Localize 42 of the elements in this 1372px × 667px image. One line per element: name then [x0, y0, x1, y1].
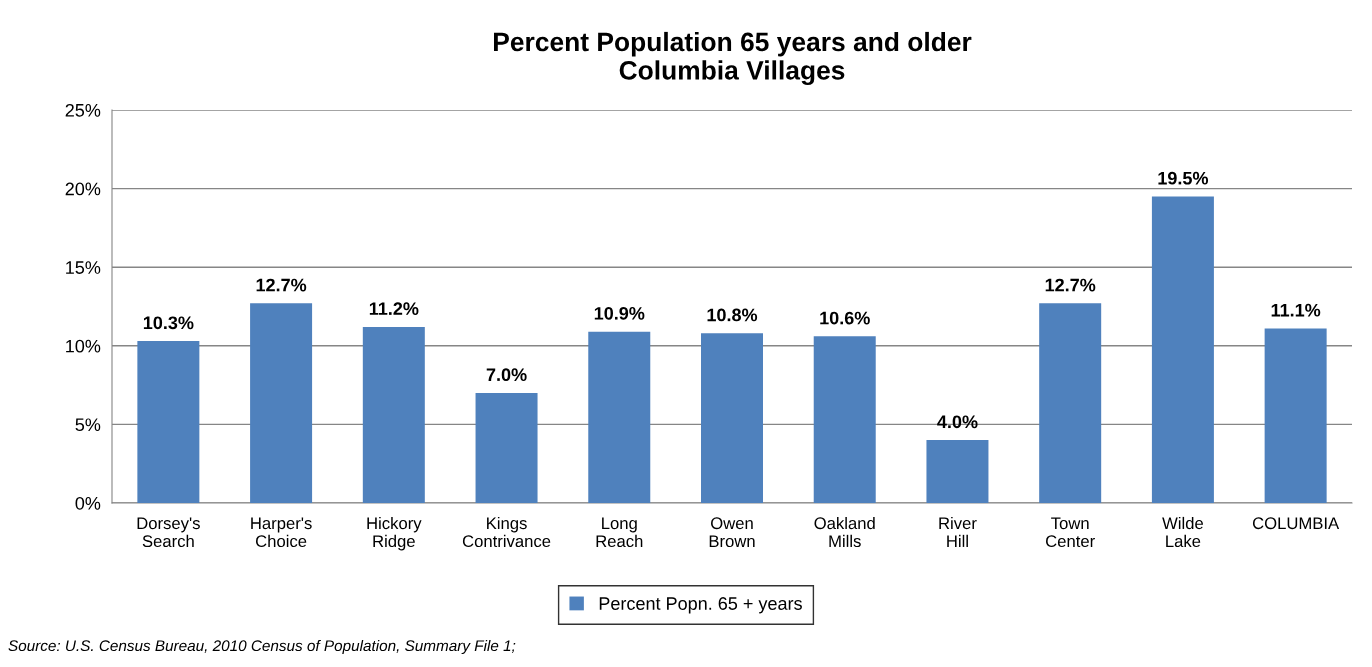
bar: [588, 331, 651, 503]
data-label: 11.2%: [369, 302, 419, 315]
bar: [701, 333, 763, 503]
data-label: 4.0%: [937, 415, 978, 429]
bar: [137, 341, 200, 503]
x-tick-label: Harper's Choice: [251, 517, 312, 548]
y-tick-label: 10%: [66, 339, 101, 353]
source-note: Source: U.S. Census Bureau, 2010 Census of Population, Summary File 1;: [8, 639, 516, 655]
bar: [926, 440, 989, 503]
x-tick-label: Dorsey's Search: [137, 517, 200, 548]
bar: [475, 392, 538, 503]
y-tick-label: 15%: [66, 261, 101, 274]
x-tick-label: Wilde Lake: [1162, 516, 1204, 548]
data-label: 19.5%: [1158, 171, 1209, 185]
legend-label: Percent Popn. 65 + years: [599, 597, 802, 614]
x-tick-label: River Hill: [939, 516, 977, 547]
bar: [1039, 303, 1102, 503]
bar: [250, 303, 313, 503]
data-label: 7.0%: [486, 368, 527, 382]
bar: [362, 326, 425, 503]
y-tick-label: 20%: [65, 182, 101, 196]
x-tick-label: Oakland Mills: [814, 516, 875, 548]
data-label: 10.9%: [594, 306, 645, 320]
x-tick-label: Kings Contrivance: [462, 516, 551, 548]
data-label: 12.7%: [1045, 278, 1096, 292]
x-tick-label: COLUMBIA: [1252, 517, 1340, 530]
y-tick-label: 0%: [75, 496, 101, 510]
chart-title: Percent Population 65 years and older Columbia Villages: [494, 31, 972, 86]
x-tick-label: Owen Brown: [709, 517, 755, 548]
y-tick-label: 5%: [75, 418, 101, 432]
y-tick-label: 25%: [65, 103, 101, 117]
data-label: 10.3%: [143, 316, 194, 330]
bar: [1151, 196, 1214, 503]
bar: [1264, 328, 1327, 503]
x-tick-label: Hickory Ridge: [367, 516, 422, 551]
x-tick-label: Town Center: [1046, 517, 1095, 548]
data-label: 10.6%: [820, 311, 870, 325]
x-tick-label: Long Reach: [596, 517, 643, 548]
bar: [813, 336, 876, 503]
data-label: 10.8%: [707, 308, 758, 322]
data-label: 11.1%: [1271, 303, 1321, 317]
data-label: 12.7%: [256, 278, 307, 292]
